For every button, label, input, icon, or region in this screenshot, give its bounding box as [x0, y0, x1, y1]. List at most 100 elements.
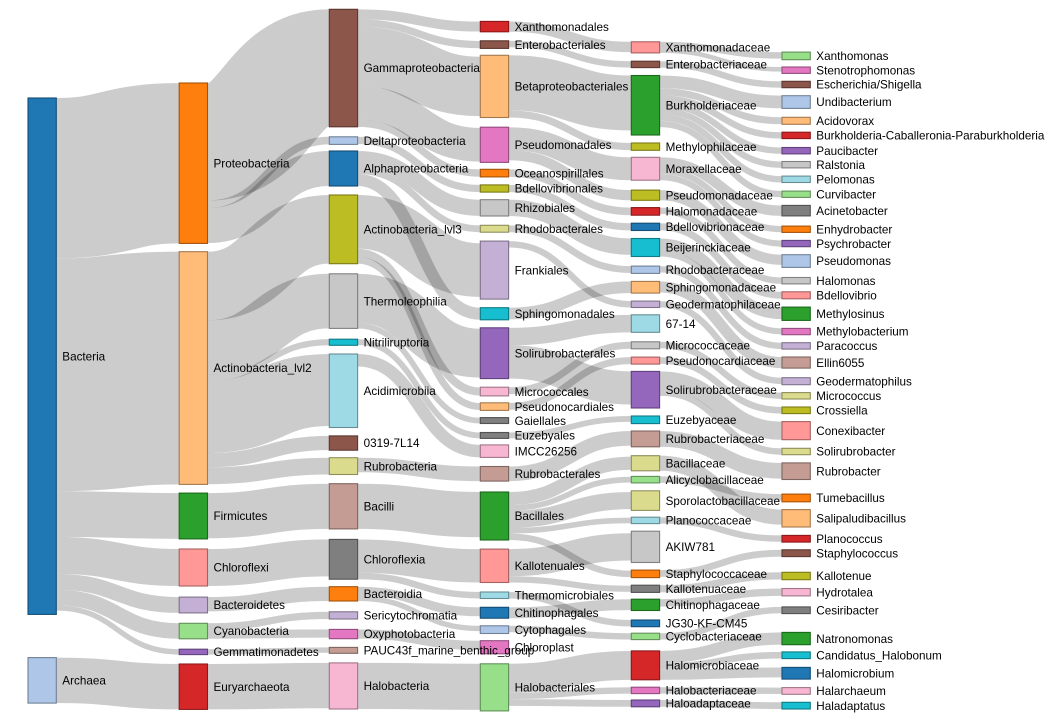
svg-text:Thermoleophilia: Thermoleophilia [364, 295, 448, 308]
svg-text:Euryarchaeota: Euryarchaeota [214, 681, 291, 694]
svg-text:Bacillales: Bacillales [515, 510, 565, 523]
svg-text:Euzebyaceae: Euzebyaceae [666, 414, 737, 427]
svg-text:Cyclobacteriaceae: Cyclobacteriaceae [666, 631, 762, 644]
svg-text:Bacteria: Bacteria [62, 350, 105, 363]
svg-text:Micrococcus: Micrococcus [816, 390, 881, 403]
svg-text:Actinobacteria_lvl3: Actinobacteria_lvl3 [364, 224, 462, 237]
svg-text:Kallotenue: Kallotenue [816, 570, 871, 583]
svg-text:Sporolactobacillaceae: Sporolactobacillaceae [666, 495, 780, 508]
svg-text:Chitinophagales: Chitinophagales [515, 607, 599, 620]
svg-text:AKIW781: AKIW781 [666, 541, 715, 554]
svg-text:Halarchaeum: Halarchaeum [816, 685, 886, 698]
svg-text:Rubrobacterales: Rubrobacterales [515, 468, 601, 481]
svg-text:Rhodobacteraceae: Rhodobacteraceae [666, 264, 765, 277]
svg-text:Sphingomonadaceae: Sphingomonadaceae [666, 281, 776, 294]
svg-text:Actinobacteria_lvl2: Actinobacteria_lvl2 [214, 362, 312, 375]
svg-text:Alphaproteobacteria: Alphaproteobacteria [364, 163, 469, 176]
svg-text:Escherichia/Shigella: Escherichia/Shigella [816, 79, 922, 92]
svg-text:Pseudonocardiales: Pseudonocardiales [515, 401, 615, 414]
svg-text:Micrococcales: Micrococcales [515, 386, 589, 399]
svg-text:Bdellovibrionales: Bdellovibrionales [515, 183, 604, 196]
svg-text:Halobacteria: Halobacteria [364, 680, 430, 693]
svg-text:Frankiales: Frankiales [515, 264, 569, 277]
svg-text:Acidimicrobiia: Acidimicrobiia [364, 385, 437, 398]
svg-text:Geodermatophilaceae: Geodermatophilaceae [666, 299, 781, 312]
svg-text:Kallotenuales: Kallotenuales [515, 560, 585, 573]
svg-text:Gammaproteobacteria: Gammaproteobacteria [364, 62, 481, 75]
svg-text:IMCC26256: IMCC26256 [515, 445, 577, 458]
svg-text:Nitriliruptoria: Nitriliruptoria [364, 336, 430, 349]
svg-text:Euzebyales: Euzebyales [515, 430, 576, 443]
svg-text:Alicyclobacillaceae: Alicyclobacillaceae [666, 474, 764, 487]
svg-text:Halomonadaceae: Halomonadaceae [666, 206, 758, 219]
svg-text:PAUC43f_marine_benthic_group: PAUC43f_marine_benthic_group [364, 645, 535, 658]
svg-text:Crossiella: Crossiella [816, 405, 868, 418]
svg-text:Chloroflexia: Chloroflexia [364, 554, 426, 567]
svg-text:Cesiribacter: Cesiribacter [816, 605, 878, 618]
svg-text:Cyanobacteria: Cyanobacteria [214, 625, 290, 638]
svg-text:Undibacterium: Undibacterium [816, 96, 891, 109]
svg-text:Thermomicrobiales: Thermomicrobiales [515, 590, 615, 603]
svg-text:Pelomonas: Pelomonas [816, 174, 875, 187]
svg-text:Chloroplast: Chloroplast [515, 642, 575, 655]
svg-text:Methylosinus: Methylosinus [816, 308, 884, 321]
svg-text:Enterobacteriaceae: Enterobacteriaceae [666, 59, 767, 72]
svg-text:Haladaptatus: Haladaptatus [816, 700, 885, 713]
svg-text:Moraxellaceae: Moraxellaceae [666, 163, 742, 176]
svg-text:Pseudomonadaceae: Pseudomonadaceae [666, 189, 773, 202]
svg-text:Chloroflexi: Chloroflexi [214, 562, 269, 575]
svg-text:Rubrobacter: Rubrobacter [816, 465, 880, 478]
svg-text:Firmicutes: Firmicutes [214, 510, 268, 523]
svg-text:Staphylococcus: Staphylococcus [816, 547, 898, 560]
svg-text:Burkholderiaceae: Burkholderiaceae [666, 100, 757, 113]
svg-text:Paucibacter: Paucibacter [816, 145, 878, 158]
svg-text:Halobacteriales: Halobacteriales [515, 682, 596, 695]
svg-text:Candidatus_Halobonum: Candidatus_Halobonum [816, 650, 941, 663]
svg-text:Betaproteobacteriales: Betaproteobacteriales [515, 81, 629, 94]
svg-text:Bacteroidia: Bacteroidia [364, 588, 423, 601]
svg-text:Stenotrophomonas: Stenotrophomonas [816, 64, 915, 77]
svg-text:Halomicrobiaceae: Halomicrobiaceae [666, 660, 760, 673]
svg-text:Beijerinckiaceae: Beijerinckiaceae [666, 242, 751, 255]
svg-text:Hydrotalea: Hydrotalea [816, 586, 873, 599]
svg-text:Rubrobacteriaceae: Rubrobacteriaceae [666, 433, 765, 446]
svg-text:Gaiellales: Gaiellales [515, 415, 566, 428]
svg-text:Planococcaceae: Planococcaceae [666, 515, 752, 528]
svg-text:Solirubrobacteraceae: Solirubrobacteraceae [666, 384, 777, 397]
svg-text:Tumebacillus: Tumebacillus [816, 492, 885, 505]
svg-text:Rhizobiales: Rhizobiales [515, 202, 576, 215]
svg-text:Psychrobacter: Psychrobacter [816, 238, 891, 251]
svg-text:Proteobacteria: Proteobacteria [214, 157, 291, 170]
svg-text:Haloadaptaceae: Haloadaptaceae [666, 698, 751, 711]
svg-text:Burkholderia-Caballeronia-Para: Burkholderia-Caballeronia-Paraburkholder… [816, 130, 1045, 143]
svg-text:Bacilli: Bacilli [364, 501, 395, 514]
svg-text:Ellin6055: Ellin6055 [816, 357, 865, 370]
svg-text:Paracoccus: Paracoccus [816, 340, 877, 353]
svg-text:Conexibacter: Conexibacter [816, 425, 885, 438]
svg-text:Acinetobacter: Acinetobacter [816, 205, 888, 218]
svg-text:Bacillaceae: Bacillaceae [666, 457, 726, 470]
svg-text:Ralstonia: Ralstonia [816, 159, 865, 172]
svg-text:67-14: 67-14 [666, 318, 696, 331]
svg-text:Methylobacterium: Methylobacterium [816, 326, 908, 339]
svg-text:Xanthomonas: Xanthomonas [816, 50, 888, 63]
svg-text:Halomonas: Halomonas [816, 275, 875, 288]
svg-text:Enterobacteriales: Enterobacteriales [515, 39, 606, 52]
svg-text:Sphingomonadales: Sphingomonadales [515, 308, 615, 321]
svg-text:Deltaproteobacteria: Deltaproteobacteria [364, 135, 467, 148]
svg-text:0319-7L14: 0319-7L14 [364, 437, 420, 450]
svg-text:Halomicrobium: Halomicrobium [816, 668, 894, 681]
svg-text:Bdellovibrio: Bdellovibrio [816, 290, 877, 303]
svg-text:Xanthomonadaceae: Xanthomonadaceae [666, 42, 771, 55]
svg-text:Rubrobacteria: Rubrobacteria [364, 460, 438, 473]
svg-text:Gemmatimonadetes: Gemmatimonadetes [214, 646, 319, 659]
svg-text:Natronomonas: Natronomonas [816, 633, 893, 646]
svg-text:Salipaludibacillus: Salipaludibacillus [816, 513, 906, 526]
svg-text:Acidovorax: Acidovorax [816, 115, 874, 128]
svg-text:Bacteroidetes: Bacteroidetes [214, 599, 286, 612]
svg-text:Methylophilaceae: Methylophilaceae [666, 141, 757, 154]
svg-text:Pseudomonas: Pseudomonas [816, 255, 891, 268]
svg-text:Halobacteriaceae: Halobacteriaceae [666, 685, 757, 698]
svg-text:Enhydrobacter: Enhydrobacter [816, 223, 892, 236]
svg-text:Rhodobacterales: Rhodobacterales [515, 223, 604, 236]
